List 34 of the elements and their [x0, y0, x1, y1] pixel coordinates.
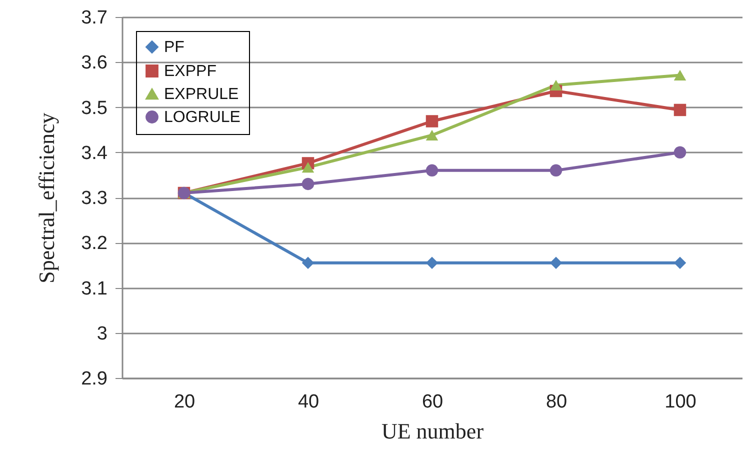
point: [426, 130, 438, 141]
point: [426, 115, 438, 128]
y-tick-label: 3.1: [81, 278, 108, 300]
point: [426, 164, 438, 177]
y-tick-label: 2.9: [81, 368, 108, 390]
legend-label: LOGRULE: [164, 109, 240, 126]
y-tick-label: 3.6: [81, 52, 108, 74]
y-tick-label: 3.2: [81, 233, 108, 254]
x-axis-title: UE number: [381, 418, 484, 444]
point: [550, 256, 562, 270]
point: [674, 146, 686, 158]
x-tick-label: 100: [664, 392, 696, 412]
y-tick-label: 3: [96, 323, 108, 344]
y-axis-title: Spectral_efficiency: [34, 112, 60, 284]
y-tick-label: 3.7: [81, 8, 108, 28]
point: [674, 256, 686, 270]
point: [550, 164, 562, 177]
point: [302, 178, 314, 190]
point: [550, 80, 562, 90]
y-tick-label: 3.4: [81, 142, 108, 164]
legend-label: PF: [164, 39, 185, 56]
point: [426, 256, 438, 270]
x-tick-label: 40: [298, 392, 320, 412]
legend-label: EXPRULE: [164, 86, 239, 103]
point: [302, 162, 314, 173]
point: [302, 256, 314, 270]
x-tick-label: 80: [546, 392, 568, 412]
y-tick-label: 3.3: [81, 188, 108, 209]
x-tick-label: 60: [422, 392, 444, 412]
y-tick-label: 3.5: [81, 98, 108, 119]
legend-label: EXPPF: [164, 63, 217, 80]
point: [674, 70, 686, 81]
point: [674, 104, 686, 116]
x-tick-label: 20: [174, 392, 196, 412]
